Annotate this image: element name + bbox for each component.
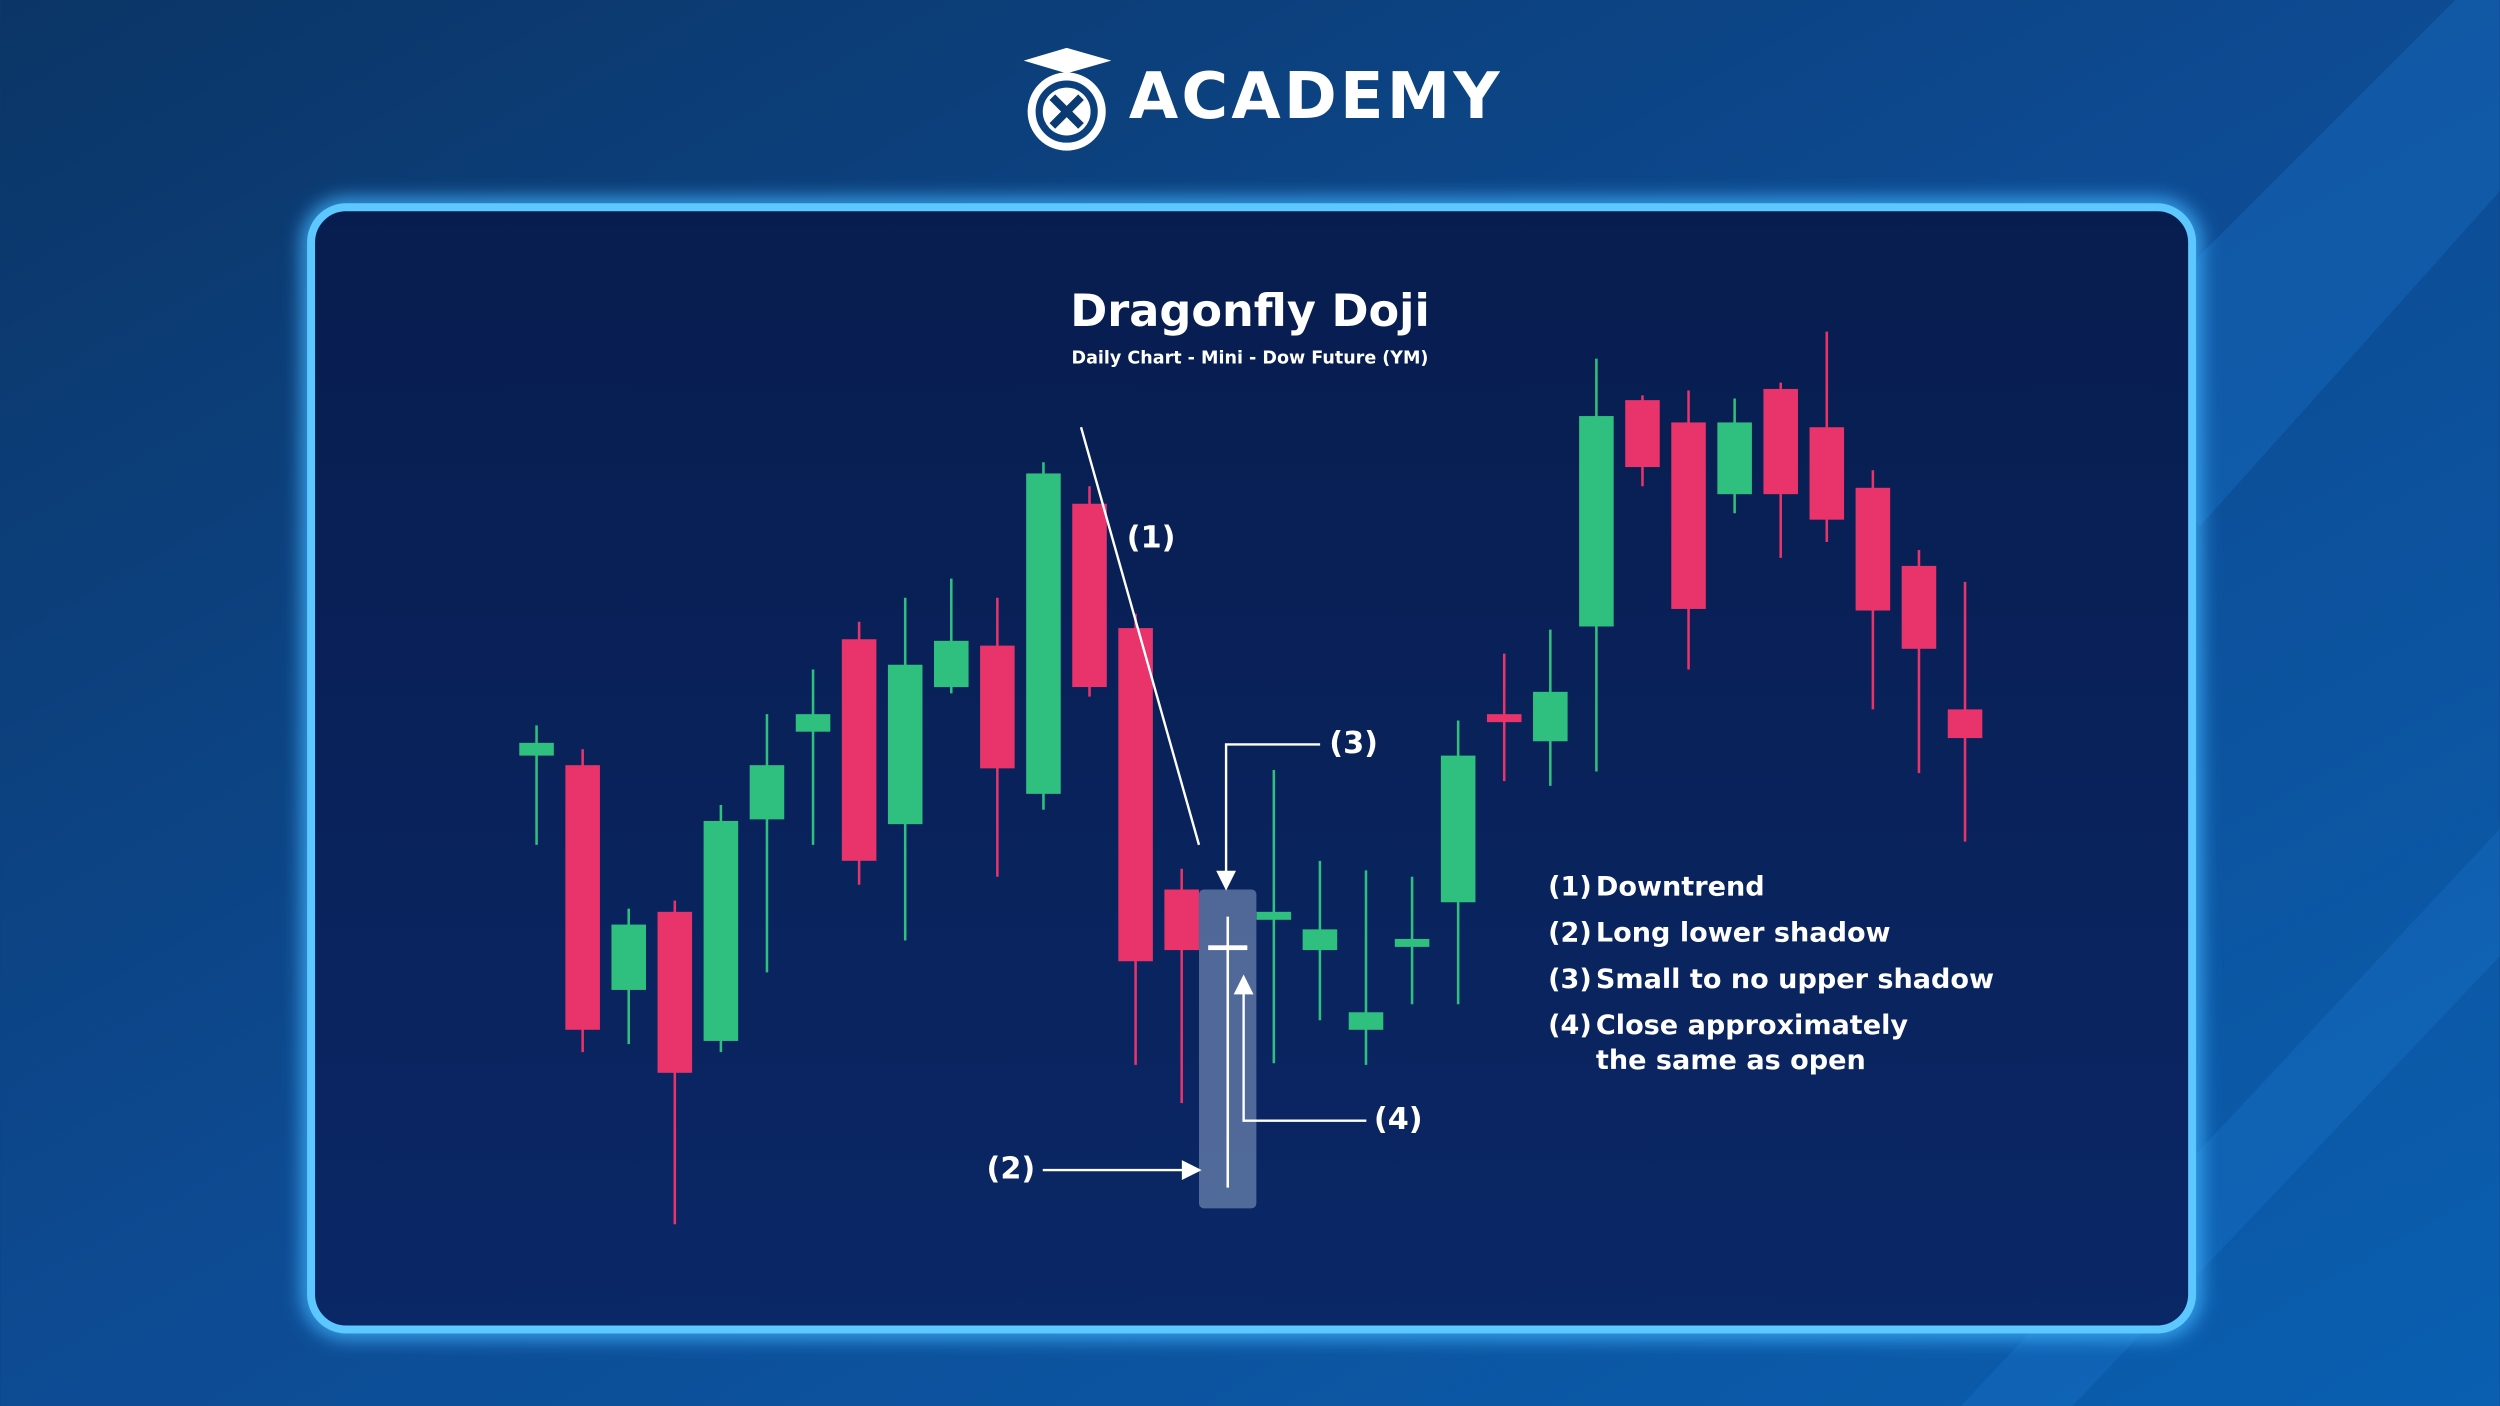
chart-title: Dragonfly Doji	[1070, 285, 1430, 337]
candle-body	[1855, 487, 1891, 611]
note-text: Long lower shadow	[1596, 918, 1891, 949]
candle-body	[1533, 691, 1568, 742]
annotation-lines	[1042, 426, 1367, 1180]
note-text: Small to no upper shadow	[1596, 964, 1994, 995]
annotation: (3)	[1329, 726, 1378, 761]
candle-body	[1763, 388, 1798, 495]
candle-body	[1809, 427, 1845, 520]
note-text: Close approximately	[1596, 1010, 1908, 1041]
logo-ring	[1027, 72, 1106, 151]
annotation: (4)	[1374, 1102, 1423, 1137]
notes: (1) Downtrend(2) Long lower shadow(3) Small…	[1548, 871, 1994, 1076]
candle-body	[1348, 1012, 1384, 1030]
candle-body	[841, 639, 877, 861]
candle-body	[565, 765, 600, 1030]
candle-body	[749, 765, 785, 820]
chart-subtitle: Daily Chart - Mini - Dow Future (YM)	[1072, 349, 1429, 369]
note-marker: (4)	[1548, 1010, 1592, 1041]
candle-body	[1901, 565, 1937, 649]
arrow-head	[1216, 870, 1236, 891]
candle-body	[519, 742, 554, 756]
candle-body	[887, 664, 923, 825]
candle-body	[1072, 503, 1107, 688]
candle-body	[1579, 416, 1614, 627]
candle-body	[1118, 628, 1153, 962]
arrow-3	[1224, 743, 1321, 874]
downtrend-line	[1079, 426, 1201, 846]
candle-body	[657, 911, 693, 1073]
candle-body	[1671, 422, 1706, 609]
note-marker: (2)	[1548, 918, 1592, 949]
brand: ACADEMY	[1129, 60, 1503, 134]
candle-body	[611, 924, 647, 990]
candle-body	[795, 714, 831, 732]
candle-body	[933, 640, 969, 688]
annotation: (1)	[1127, 520, 1176, 555]
logo-cap	[1023, 47, 1112, 74]
logo: ACADEMY	[1023, 47, 1503, 151]
candle-body	[1486, 714, 1522, 723]
candle-body	[1394, 938, 1430, 947]
candle-body	[1440, 755, 1476, 903]
candle-body	[1625, 400, 1660, 468]
candle-body	[1026, 473, 1061, 794]
candle-body	[1256, 911, 1292, 920]
logo-x	[1049, 94, 1084, 129]
candle-body	[1164, 889, 1199, 951]
annotation: (2)	[987, 1152, 1036, 1187]
candle-body	[703, 820, 739, 1041]
candles	[519, 331, 1983, 1225]
note-text: the same as open	[1596, 1045, 1866, 1076]
note-text: Downtrend	[1596, 871, 1765, 902]
arrow-head	[1181, 1160, 1202, 1180]
arrow-4	[1242, 991, 1367, 1122]
candle-body	[1208, 945, 1248, 951]
candle-body	[1717, 422, 1752, 495]
note-marker: (3)	[1548, 964, 1592, 995]
arrow-head	[1233, 974, 1254, 995]
candle-body	[1947, 709, 1983, 739]
candle-body	[1302, 929, 1338, 951]
note-marker: (1)	[1548, 871, 1592, 902]
candle-body	[980, 645, 1015, 769]
